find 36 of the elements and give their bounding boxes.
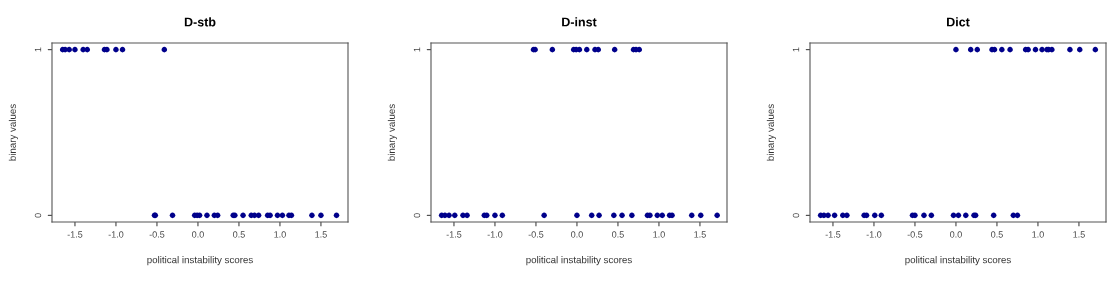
x-tick-label: 0.5 bbox=[991, 231, 1003, 238]
y-tick-label: 1 bbox=[413, 47, 421, 52]
y-tick-label: 1 bbox=[34, 47, 42, 52]
x-tick-label: -1.0 bbox=[866, 231, 882, 238]
x-tick-label: -1.5 bbox=[67, 231, 83, 238]
x-axis-title: political instability scores bbox=[147, 256, 253, 266]
x-tick-label: 0.5 bbox=[612, 231, 624, 238]
x-tick-label: 1.0 bbox=[653, 231, 665, 238]
x-tick-label: 1.0 bbox=[1032, 231, 1044, 238]
y-tick-label: 0 bbox=[34, 213, 42, 218]
x-tick-label: 0.0 bbox=[571, 231, 583, 238]
x-tick-label: -1.5 bbox=[446, 231, 462, 238]
x-tick-label: 1.5 bbox=[694, 231, 706, 238]
x-tick-label: 0.0 bbox=[192, 231, 204, 238]
y-axis-title: binary values bbox=[387, 104, 397, 161]
x-tick-label: -0.5 bbox=[907, 231, 923, 238]
x-tick-label: 0.0 bbox=[950, 231, 962, 238]
chart-title: D-inst bbox=[562, 17, 597, 27]
x-tick-label: 1.5 bbox=[315, 231, 327, 238]
y-tick-label: 0 bbox=[792, 213, 800, 218]
x-tick-label: -1.5 bbox=[825, 231, 841, 238]
x-axis-title: political instability scores bbox=[905, 256, 1011, 266]
x-tick-label: 1.0 bbox=[274, 231, 286, 238]
y-axis-title: binary values bbox=[766, 104, 776, 161]
x-tick-label: -1.0 bbox=[487, 231, 503, 238]
chart-title: D-stb bbox=[184, 17, 216, 27]
chart-title: Dict bbox=[947, 17, 970, 27]
y-tick-label: 1 bbox=[792, 47, 800, 52]
x-tick-label: 0.5 bbox=[233, 231, 245, 238]
x-tick-label: 1.5 bbox=[1073, 231, 1085, 238]
x-tick-label: -0.5 bbox=[149, 231, 165, 238]
y-axis-title: binary values bbox=[8, 104, 18, 161]
x-axis-title: political instability scores bbox=[526, 256, 632, 266]
x-tick-label: -1.0 bbox=[108, 231, 124, 238]
x-tick-label: -0.5 bbox=[528, 231, 544, 238]
y-tick-label: 0 bbox=[413, 213, 421, 218]
